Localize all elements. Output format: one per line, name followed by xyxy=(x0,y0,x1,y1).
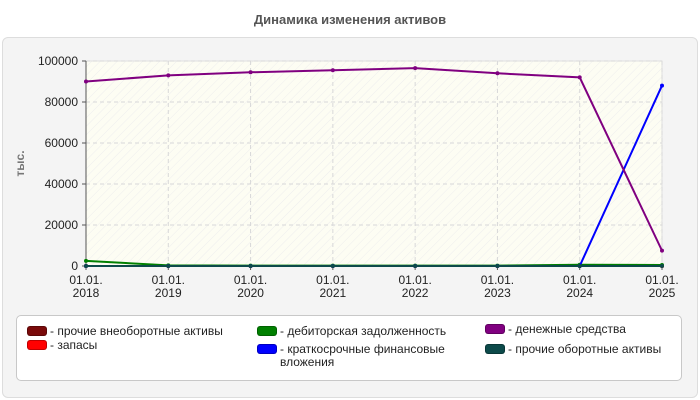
legend-item: - краткосрочные финансовые вложения xyxy=(257,343,467,369)
x-tick-label: 01.01. 2023 xyxy=(481,273,514,300)
data-point xyxy=(413,264,418,268)
data-point xyxy=(248,264,253,268)
legend-item: - прочие внеоборотные активы xyxy=(27,325,223,338)
legend-label: - краткосрочные финансовые вложения xyxy=(280,342,445,369)
chart-title: Динамика изменения активов xyxy=(253,12,447,27)
data-point xyxy=(330,68,335,73)
data-point xyxy=(330,264,335,268)
y-tick-label: 100000 xyxy=(38,54,78,68)
data-point xyxy=(495,264,500,268)
data-point xyxy=(84,79,88,84)
data-point xyxy=(660,248,664,253)
y-tick-label: 0 xyxy=(71,259,78,273)
x-tick-label: 01.01. 2018 xyxy=(69,273,102,300)
data-point xyxy=(495,71,500,76)
legend-label: - денежные средства xyxy=(508,322,626,336)
legend-item: - денежные средства xyxy=(485,323,626,336)
series-прочие-оборотные-активы xyxy=(84,264,664,268)
legend-swatch xyxy=(27,340,47,350)
legend-swatch xyxy=(257,326,277,336)
legend-item: - дебиторская задолженность xyxy=(257,325,446,338)
data-point xyxy=(660,264,664,268)
legend-item: - прочие оборотные активы xyxy=(485,343,661,356)
y-tick-label: 60000 xyxy=(45,136,79,150)
legend: - прочие внеоборотные активы - запасы - де… xyxy=(16,315,682,381)
plot-area xyxy=(85,60,663,267)
data-point xyxy=(413,66,418,71)
legend-label: - запасы xyxy=(50,338,98,352)
legend-label: - прочие оборотные активы xyxy=(508,342,662,356)
legend-swatch xyxy=(485,344,505,354)
data-point xyxy=(577,264,582,268)
legend-swatch xyxy=(27,326,47,336)
data-point xyxy=(248,70,253,75)
legend-item: - запасы xyxy=(27,339,97,352)
data-point xyxy=(660,83,664,88)
y-tick-label: 20000 xyxy=(45,218,79,232)
data-point xyxy=(166,73,171,78)
series-денежные-средства xyxy=(84,66,664,253)
x-tick-label: 01.01. 2019 xyxy=(152,273,185,300)
legend-swatch xyxy=(485,324,505,334)
legend-swatch xyxy=(257,344,277,354)
data-point xyxy=(577,75,582,80)
series-line xyxy=(85,67,663,252)
legend-label: - дебиторская задолженность xyxy=(280,324,447,338)
series xyxy=(84,66,664,268)
x-tick-label: 01.01. 2021 xyxy=(316,273,349,300)
x-tick-label: 01.01. 2022 xyxy=(398,273,431,300)
y-tick-label: 40000 xyxy=(45,177,79,191)
data-point xyxy=(84,264,88,268)
legend-label: - прочие внеоборотные активы xyxy=(50,324,223,338)
y-axis-label: тыс. xyxy=(13,150,27,176)
x-tick-label: 01.01. 2025 xyxy=(645,273,678,300)
data-point xyxy=(166,264,171,268)
data-point xyxy=(84,258,88,263)
x-tick-label: 01.01. 2024 xyxy=(563,273,596,300)
y-tick-label: 80000 xyxy=(45,95,79,109)
grid xyxy=(85,60,663,267)
x-tick-label: 01.01. 2020 xyxy=(234,273,267,300)
